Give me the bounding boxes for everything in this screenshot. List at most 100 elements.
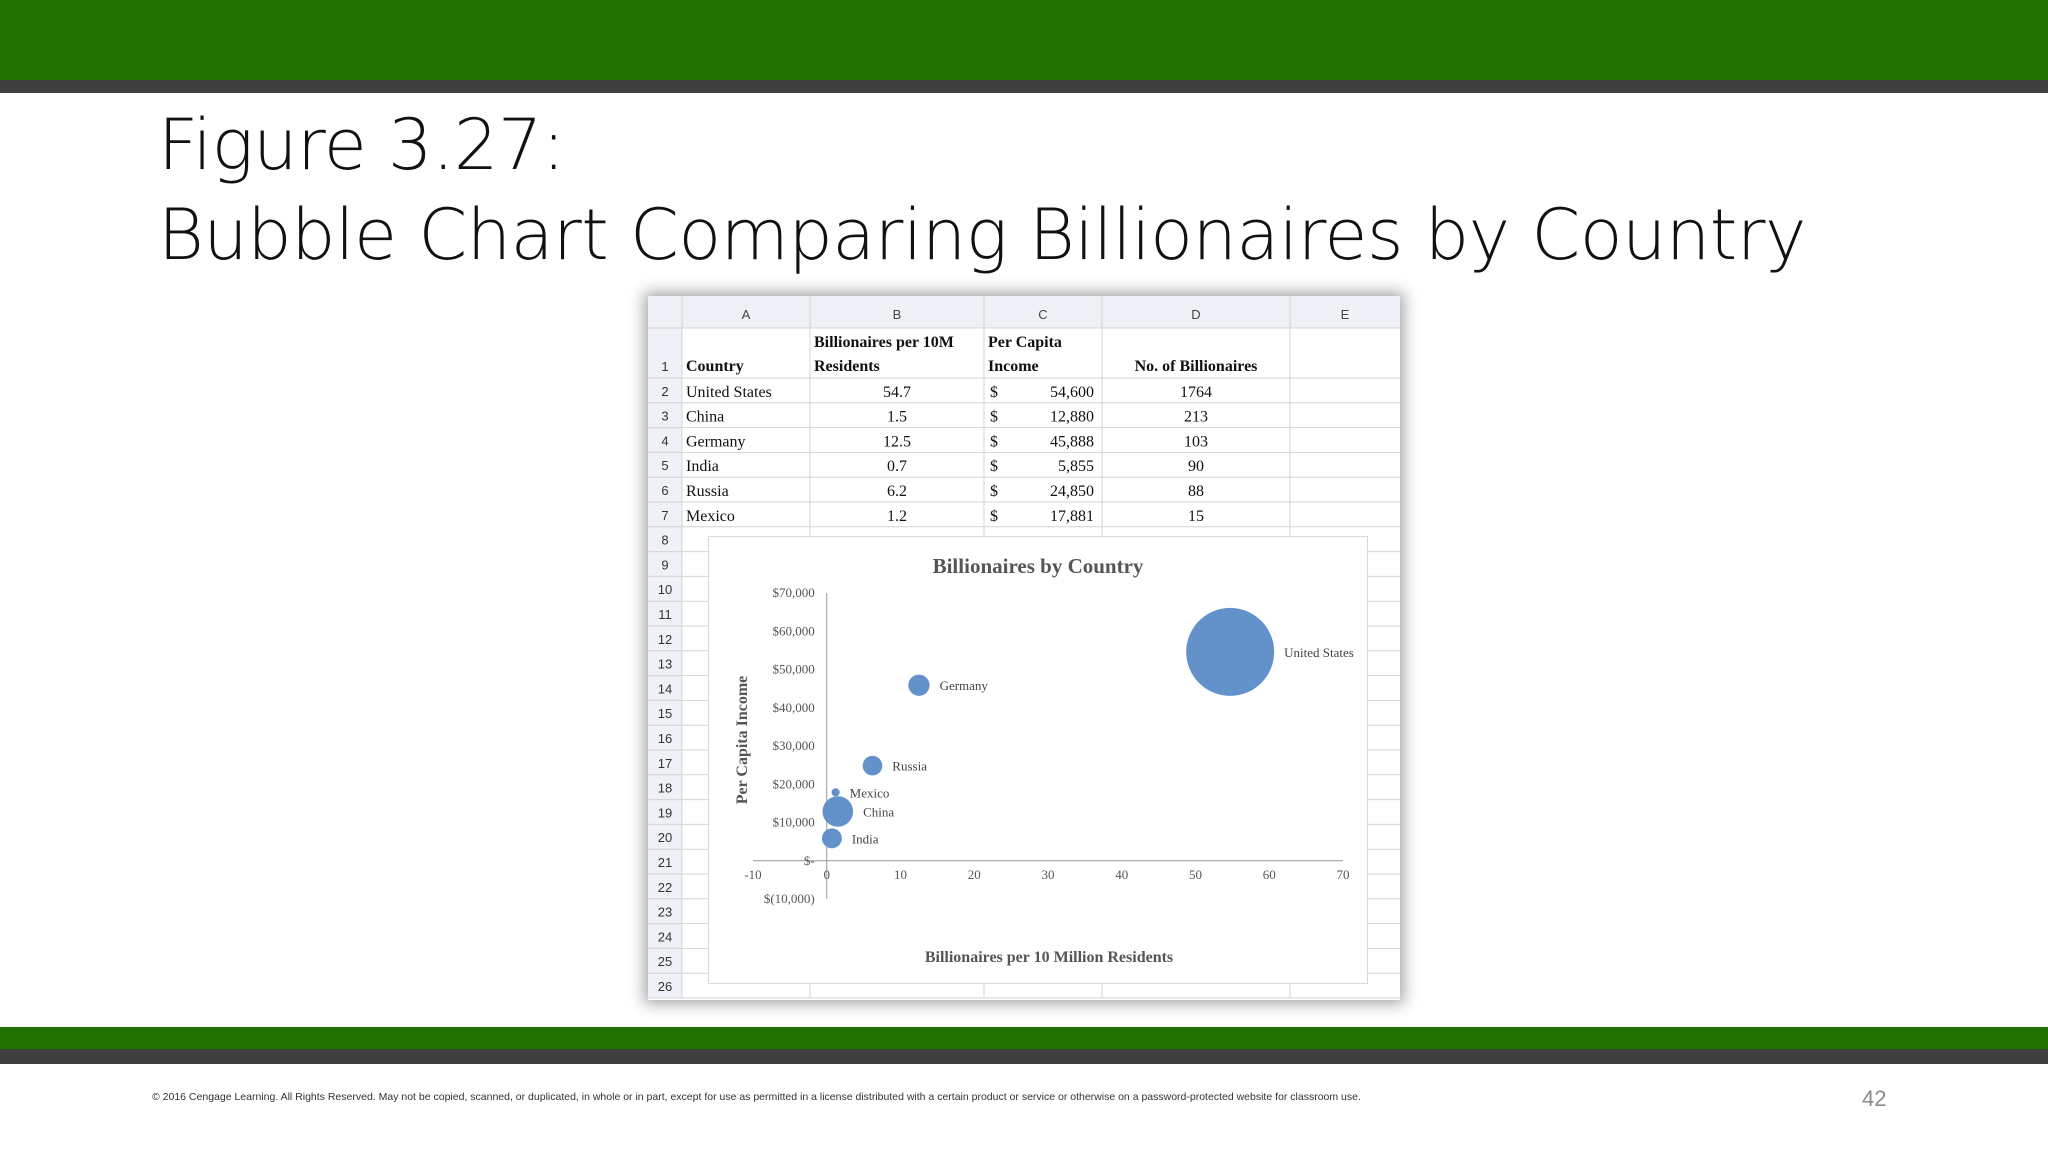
x-tick-label: 40 (1115, 867, 1128, 882)
x-tick-label: 60 (1263, 867, 1276, 882)
x-tick-label: 50 (1189, 867, 1202, 882)
cell-country: United States (686, 384, 772, 401)
cell-country: India (686, 458, 719, 475)
cell-currency-symbol: $ (990, 483, 998, 500)
row-number: 8 (661, 533, 668, 548)
column-letter: E (1341, 307, 1350, 322)
bubble-label: United States (1284, 645, 1354, 660)
y-tick-label: $30,000 (773, 738, 815, 753)
cell-billionaires-per-10m: 1.2 (887, 508, 907, 525)
y-tick-label: $60,000 (773, 623, 815, 638)
bubble-label: Germany (940, 678, 989, 693)
chart-area: Billionaires by Country -10 0 10 20 30 40 50 60 7… (708, 536, 1368, 984)
cell-country: Germany (686, 433, 746, 450)
row-number: 7 (661, 508, 668, 523)
row-header-bar (648, 296, 682, 998)
row-number: 20 (658, 830, 672, 845)
column-letter: C (1038, 307, 1047, 322)
cell-billionaires-per-10m: 6.2 (887, 483, 907, 500)
bubble-chart: Billionaires by Country -10 0 10 20 30 40 50 60 7… (734, 554, 1354, 966)
cell-billionaire-count: 88 (1188, 483, 1204, 500)
x-tick-label: -10 (744, 867, 761, 882)
y-tick-label: $10,000 (773, 815, 815, 830)
cell-country: Russia (686, 483, 729, 500)
cell-billionaires-per-10m: 0.7 (887, 458, 907, 475)
cell-income: 12,880 (1050, 409, 1094, 426)
row-number: 15 (658, 706, 672, 721)
header-count: No. of Billionaires (1135, 358, 1258, 375)
bubble-point (862, 755, 883, 776)
row-number: 22 (658, 880, 672, 895)
row-number: 3 (661, 409, 668, 424)
x-tick-label: 10 (894, 867, 907, 882)
row-number: 26 (658, 979, 672, 994)
y-tick-label: $70,000 (773, 585, 815, 600)
bubble-label: Mexico (850, 785, 890, 800)
row-number: 12 (658, 632, 672, 647)
footer-rule (0, 1049, 2048, 1064)
bubble-point (822, 796, 854, 827)
y-tick-label: $40,000 (773, 700, 815, 715)
x-tick-label: 30 (1042, 867, 1055, 882)
header-income-line1: Per Capita (988, 334, 1062, 351)
cell-income: 54,600 (1050, 384, 1094, 401)
copyright-notice: © 2016 Cengage Learning. All Rights Rese… (152, 1091, 1361, 1103)
y-tick-label: $50,000 (773, 662, 815, 677)
cell-billionaire-count: 213 (1184, 409, 1208, 426)
y-axis-title: Per Capita Income (734, 676, 751, 805)
bubble-label: India (852, 831, 879, 846)
cell-currency-symbol: $ (990, 384, 998, 401)
cell-country: China (686, 409, 724, 426)
bubble-point (1186, 607, 1275, 696)
title-line-2: Bubble Chart Comparing Billionaires by C… (158, 194, 1806, 276)
header-rule (0, 80, 2048, 93)
cell-currency-symbol: $ (990, 458, 998, 475)
footer-band (0, 1027, 2048, 1049)
row-number: 9 (661, 557, 668, 572)
bubble-label: Russia (892, 759, 927, 774)
bubble-label: China (863, 804, 894, 819)
title-line-1: Figure 3.27: (158, 104, 566, 186)
x-axis-title: Billionaires per 10 Million Residents (925, 949, 1173, 966)
cell-income: 24,850 (1050, 483, 1094, 500)
cell-billionaire-count: 15 (1188, 508, 1204, 525)
chart-title: Billionaires by Country (933, 554, 1144, 578)
row-number: 19 (658, 805, 672, 820)
row-number: 16 (658, 731, 672, 746)
row-number: 1 (661, 359, 668, 374)
row-number: 18 (658, 781, 672, 796)
row-number: 21 (658, 855, 672, 870)
cell-income: 45,888 (1050, 433, 1094, 450)
row-number: 13 (658, 657, 672, 672)
cell-billionaire-count: 90 (1188, 458, 1204, 475)
cell-income: 5,855 (1058, 458, 1094, 475)
cell-billionaires-per-10m: 1.5 (887, 409, 907, 426)
bubble-point (831, 788, 840, 797)
cell-country: Mexico (686, 508, 735, 525)
header-income-line2: Income (988, 358, 1039, 375)
column-header-bar (648, 296, 1400, 328)
header-country: Country (686, 358, 744, 375)
slide-title: Figure 3.27: Bubble Chart Comparing Bill… (158, 100, 2008, 280)
cell-income: 17,881 (1050, 508, 1094, 525)
row-number: 10 (658, 582, 672, 597)
column-letter: D (1191, 307, 1200, 322)
cell-currency-symbol: $ (990, 508, 998, 525)
y-tick-label: $- (804, 853, 815, 868)
page-number: 42 (1862, 1086, 1887, 1111)
row-number: 5 (661, 458, 668, 473)
cell-billionaires-per-10m: 54.7 (883, 384, 911, 401)
header-band (0, 0, 2048, 80)
header-billionaires-line1: Billionaires per 10M (814, 334, 954, 351)
header-billionaires-line2: Residents (814, 358, 880, 375)
cell-billionaires-per-10m: 12.5 (883, 433, 911, 450)
y-tick-label: $(10,000) (764, 891, 815, 906)
cell-billionaire-count: 1764 (1180, 384, 1212, 401)
cell-currency-symbol: $ (990, 409, 998, 426)
row-number: 14 (658, 681, 672, 696)
row-number: 24 (658, 929, 672, 944)
bubble-point (908, 674, 930, 696)
row-number: 4 (661, 433, 668, 448)
cell-currency-symbol: $ (990, 433, 998, 450)
row-number: 23 (658, 905, 672, 920)
